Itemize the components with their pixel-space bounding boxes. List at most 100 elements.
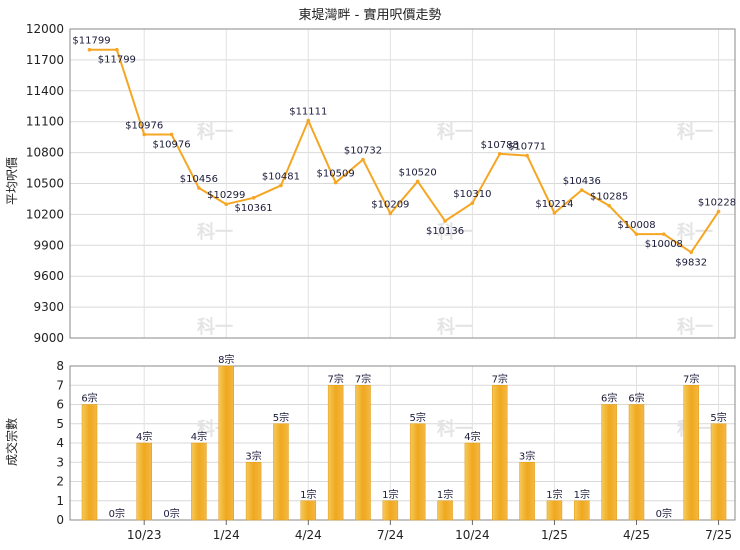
x-tick-label: 10/23 bbox=[127, 528, 162, 542]
volume-bar-label: 5宗 bbox=[710, 411, 726, 424]
price-point bbox=[634, 232, 639, 236]
volume-bar-label: 1宗 bbox=[382, 488, 398, 501]
volume-bar bbox=[492, 385, 508, 521]
x-tick-label: 10/24 bbox=[455, 528, 490, 542]
watermark-logo: 科一 bbox=[197, 121, 233, 143]
x-tick-label: 7/24 bbox=[377, 528, 404, 542]
price-data-label: $10481 bbox=[262, 171, 300, 182]
price-data-label: $9832 bbox=[675, 257, 707, 268]
volume-bar bbox=[245, 462, 262, 521]
volume-bar bbox=[218, 365, 234, 521]
price-tick-label: 9900 bbox=[33, 238, 64, 252]
price-data-label: $10976 bbox=[125, 120, 163, 131]
price-point bbox=[115, 47, 119, 52]
volume-axis-ticks: 0 1 2 3 4 5 6 7 8 bbox=[56, 359, 64, 527]
volume-bar-label: 5宗 bbox=[273, 411, 289, 424]
volume-bars bbox=[81, 365, 727, 521]
price-data-label: $10771 bbox=[508, 142, 546, 153]
price-data-label: $10299 bbox=[207, 190, 245, 201]
price-point bbox=[580, 188, 584, 192]
price-point bbox=[224, 202, 229, 207]
price-point bbox=[497, 152, 502, 156]
volume-plot-frame bbox=[69, 365, 736, 521]
volume-bar-label: 8宗 bbox=[218, 353, 234, 366]
volume-bar bbox=[81, 404, 98, 521]
volume-bar bbox=[273, 423, 289, 521]
price-data-label: $10976 bbox=[152, 139, 190, 150]
volume-bar bbox=[327, 385, 344, 521]
volume-bar-label: 7宗 bbox=[492, 372, 508, 385]
volume-bar-label: 3宗 bbox=[245, 449, 261, 462]
watermark-logo: 科一 bbox=[437, 316, 473, 338]
volume-tick-label: 1 bbox=[56, 494, 64, 508]
price-data-label: $10456 bbox=[180, 174, 218, 185]
price-data-label: $10008 bbox=[617, 220, 655, 231]
chart-title: 東堤灣畔 - 實用呎價走勢 bbox=[299, 7, 442, 23]
volume-bar-label: 1宗 bbox=[300, 488, 316, 501]
watermark-logo: 科一 bbox=[677, 121, 713, 143]
volume-bar-label: 7宗 bbox=[683, 372, 699, 385]
price-point bbox=[525, 153, 529, 158]
price-data-label: $10136 bbox=[426, 226, 464, 237]
volume-bar-label: 0宗 bbox=[163, 507, 179, 520]
watermark-logo: 科一 bbox=[437, 121, 473, 143]
price-tick-label: 9000 bbox=[33, 331, 64, 345]
price-data-label: $10285 bbox=[590, 192, 628, 203]
price-point bbox=[716, 209, 721, 214]
volume-bar bbox=[191, 442, 207, 521]
volume-bar bbox=[683, 385, 699, 521]
volume-bar bbox=[628, 404, 645, 521]
volume-bar-label: 5宗 bbox=[410, 411, 426, 424]
volume-bar bbox=[355, 385, 371, 521]
price-point bbox=[333, 180, 338, 185]
x-tick-label: 1/25 bbox=[541, 528, 568, 542]
volume-bar-label: 7宗 bbox=[355, 372, 371, 385]
volume-tick-label: 6 bbox=[56, 398, 64, 412]
price-line bbox=[89, 48, 720, 254]
price-point bbox=[388, 211, 393, 216]
price-point bbox=[306, 118, 311, 123]
volume-bar-label: 4宗 bbox=[191, 430, 207, 443]
price-point bbox=[470, 201, 475, 205]
watermark-logo: 科一 bbox=[677, 221, 713, 243]
volume-bar-label: 1宗 bbox=[437, 488, 453, 501]
price-line-series bbox=[87, 47, 721, 255]
volume-tick-label: 0 bbox=[56, 513, 64, 527]
price-tick-label: 11100 bbox=[26, 115, 64, 129]
x-tick-label: 1/24 bbox=[213, 528, 240, 542]
price-point bbox=[279, 183, 283, 188]
volume-bar bbox=[574, 500, 590, 521]
volume-bar-label: 0宗 bbox=[656, 507, 672, 520]
volume-bar-label: 6宗 bbox=[81, 392, 97, 405]
price-point bbox=[87, 47, 92, 52]
price-data-label: $10361 bbox=[235, 203, 273, 214]
volume-bar bbox=[710, 423, 727, 521]
price-axis-ticks: 9000 9300 9600 9900 10200 10500 10800 11100 1140… bbox=[26, 22, 64, 345]
volume-tick-label: 2 bbox=[56, 475, 64, 489]
price-data-label: $10228 bbox=[698, 198, 736, 209]
price-tick-label: 9300 bbox=[33, 300, 64, 314]
price-plot-frame bbox=[69, 28, 736, 339]
volume-bar bbox=[519, 462, 535, 521]
watermark-logo: 科一 bbox=[437, 221, 473, 243]
price-data-label: $10008 bbox=[645, 239, 683, 250]
price-data-label: $10310 bbox=[453, 189, 491, 200]
price-data-label: $10520 bbox=[399, 167, 437, 178]
volume-bar-label: 4宗 bbox=[464, 430, 480, 443]
volume-bar-label: 6宗 bbox=[628, 392, 644, 405]
price-axis-title: 平均呎價 bbox=[5, 157, 19, 205]
price-tick-label: 9600 bbox=[33, 269, 64, 283]
price-tick-label: 10500 bbox=[26, 177, 64, 191]
volume-bar-label: 1宗 bbox=[574, 488, 590, 501]
volume-bar bbox=[300, 500, 317, 521]
price-data-label: $10214 bbox=[535, 199, 573, 210]
volume-bar-label: 3宗 bbox=[519, 449, 535, 462]
volume-bar-label: 6宗 bbox=[601, 392, 617, 405]
volume-axis-title: 成交宗數 bbox=[4, 418, 19, 466]
watermark-logo: 科一 bbox=[197, 316, 233, 338]
volume-bar bbox=[382, 500, 399, 521]
price-tick-label: 11400 bbox=[26, 84, 64, 98]
price-data-label: $10788 bbox=[481, 140, 519, 151]
volume-bar-label: 7宗 bbox=[327, 372, 343, 385]
